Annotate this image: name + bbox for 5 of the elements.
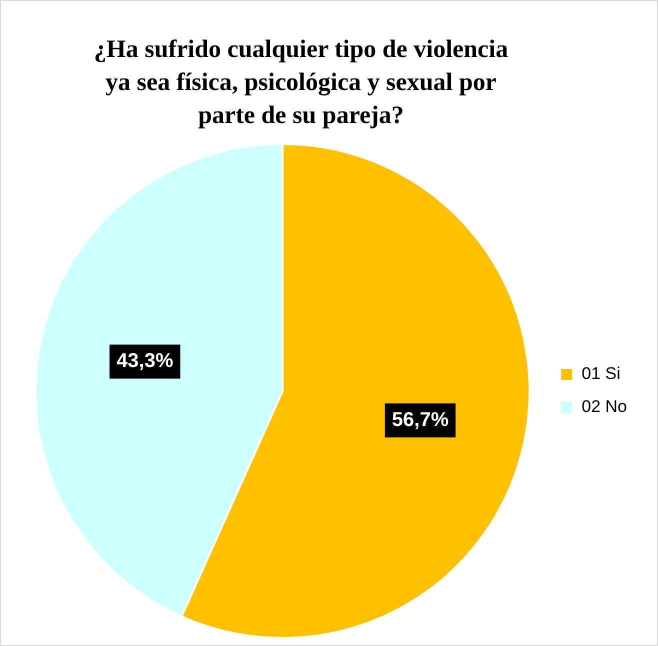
chart-title: ¿Ha sufrido cualquier tipo de violencia ya sea física, psicológica y sexual por parte de su pareja? — [92, 35, 510, 131]
data-label: 56,7% — [392, 408, 449, 431]
data-label: 43,3% — [116, 350, 174, 372]
legend-label: 02 No — [582, 397, 628, 416]
legend-label: 01 Si — [582, 364, 620, 384]
